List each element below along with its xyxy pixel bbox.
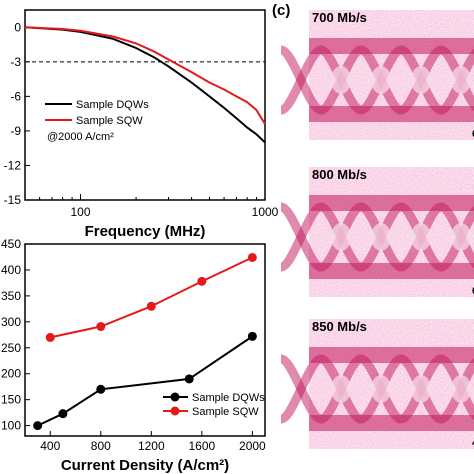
y-tick-label: 300 [1, 315, 21, 329]
x-tick-label: 1000 [252, 205, 279, 219]
y-tick-label: -12 [4, 158, 22, 172]
y-tick-label: -3 [10, 55, 21, 69]
legend-label-dqws: Sample DQWs [192, 392, 265, 404]
eye-diagram-panel: 850 Mb/s 4000 [279, 319, 474, 449]
x-axis-label: Current Density (A/cm²) [61, 457, 229, 474]
legend-label-dqws: Sample DQWs [76, 99, 149, 111]
eye-opening [371, 223, 391, 251]
x-tick-label: 800 [91, 439, 111, 453]
eye-opening [451, 223, 471, 251]
x-tick-label: 100 [71, 205, 91, 219]
eye-bitrate-label: 800 Mb/s [312, 167, 367, 182]
eye-diagram-panel: 800 Mb/s 6000 [279, 167, 474, 297]
eye-bitrate-label: 700 Mb/s [312, 10, 367, 25]
chart-frame [24, 243, 266, 437]
series-markers [33, 252, 257, 431]
series-line-sample-dqws [24, 26, 266, 144]
x-tick-label: 2000 [239, 439, 266, 453]
data-point [58, 409, 68, 419]
eye-opening [371, 66, 391, 94]
legend-note: @2000 A/cm² [47, 131, 114, 143]
eye-opening [331, 223, 351, 251]
data-point [96, 384, 106, 394]
eye-trace [279, 354, 323, 424]
eye-opening [331, 66, 351, 94]
y-tick-label: 200 [1, 367, 21, 381]
x-tick-label: 1600 [188, 439, 215, 453]
y-tick-label: 250 [1, 341, 21, 355]
series-line-sample-sqw [24, 26, 266, 125]
eye-opening [411, 375, 431, 403]
y-tick-label: 450 [1, 237, 21, 251]
panel-label: (c) [272, 2, 290, 19]
data-point [33, 421, 43, 431]
eye-corner-label: 6000 [472, 286, 474, 297]
chart-axes: 100 150 200 250 300 350 400 450 400 800 1200 1600 20… [1, 237, 266, 453]
data-point [247, 252, 257, 262]
y-tick-label: -6 [10, 89, 21, 103]
legend-label-sqw: Sample SQW [76, 115, 143, 127]
y-tick-label: 150 [1, 393, 21, 407]
chart-axes: 0 -3 -6 -9 -12 -15 100 1000 [4, 20, 279, 219]
legend-label-sqw: Sample SQW [192, 406, 259, 418]
chart-frame [24, 9, 266, 201]
y-tick-label: -15 [4, 193, 22, 207]
eye-corner-label: 6000 [472, 129, 474, 140]
eye-opening [411, 66, 431, 94]
x-tick-label: 400 [40, 439, 60, 453]
bandwidth-vs-current-chart: 100 150 200 250 300 350 400 450 400 800 1200 1600 20… [1, 237, 266, 474]
eye-bitrate-label: 850 Mb/s [312, 319, 367, 334]
eye-corner-label: 4000 [472, 438, 474, 449]
eye-opening [331, 375, 351, 403]
eye-opening [451, 375, 471, 403]
legend-marker-sqw [170, 406, 180, 416]
eye-trace [279, 202, 323, 272]
y-tick-label: 350 [1, 289, 21, 303]
frequency-response-chart: 0 -3 -6 -9 -12 -15 100 1000 Sample DQWs Sample … [4, 9, 279, 240]
y-tick-label: 400 [1, 263, 21, 277]
eye-opening [411, 223, 431, 251]
data-point [146, 301, 156, 311]
data-point [96, 322, 106, 332]
eye-diagram-panels: 700 Mb/s 6000 800 Mb/s 6000 850 Mb/s 4000 [279, 10, 474, 449]
legend-marker-dqws [170, 392, 180, 402]
eye-opening [451, 66, 471, 94]
y-tick-label: -9 [10, 124, 21, 138]
y-tick-label: 100 [1, 419, 21, 433]
legend: Sample DQWs Sample SQW @2000 A/cm² [45, 99, 149, 143]
data-point [45, 332, 55, 342]
x-tick-label: 1200 [138, 439, 165, 453]
data-point [197, 276, 207, 286]
eye-trace [279, 45, 323, 115]
x-axis-label: Frequency (MHz) [85, 223, 206, 240]
eye-diagram-panel: 700 Mb/s 6000 [279, 10, 474, 140]
legend: Sample DQWs Sample SQW [163, 392, 265, 418]
eye-opening [371, 375, 391, 403]
data-point [247, 331, 257, 341]
series-line-sample-sqw [50, 256, 253, 339]
y-tick-label: 0 [14, 20, 21, 34]
data-point [184, 374, 194, 384]
